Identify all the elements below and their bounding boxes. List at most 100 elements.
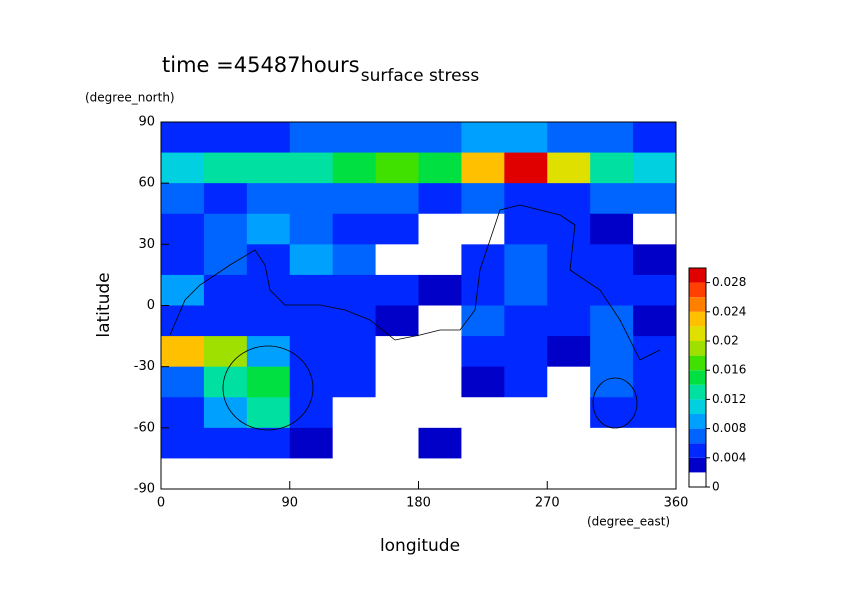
cell — [375, 336, 419, 368]
cell — [590, 244, 634, 276]
cell — [246, 397, 291, 429]
cell — [633, 305, 677, 337]
colorbar-tick-label: 0 — [712, 480, 720, 494]
cell — [375, 183, 419, 215]
colorbar-tick-label: 0.024 — [712, 304, 746, 318]
chart-title: surface stress — [361, 66, 480, 86]
cell — [547, 397, 591, 429]
cell — [504, 305, 548, 337]
cell — [246, 274, 291, 306]
cell — [289, 183, 334, 215]
cell — [332, 274, 377, 306]
cell — [246, 183, 291, 215]
cell — [547, 122, 591, 154]
cell — [633, 183, 677, 215]
cell — [547, 183, 591, 215]
colorbar-band — [689, 311, 706, 327]
cell — [289, 397, 334, 429]
cell — [418, 427, 462, 459]
cell — [289, 213, 334, 245]
colorbar-band — [689, 282, 706, 298]
cell — [289, 427, 334, 459]
cell — [418, 213, 462, 245]
y-tick-label: 0 — [147, 298, 155, 313]
cell — [203, 305, 248, 337]
cell — [504, 397, 548, 429]
colorbar-band — [689, 297, 706, 312]
cell — [375, 122, 419, 154]
cell — [418, 458, 462, 490]
coastline — [222, 345, 314, 431]
cell — [461, 213, 505, 245]
cell — [203, 244, 248, 276]
cell — [203, 213, 248, 245]
cell — [633, 274, 677, 306]
cell — [203, 427, 248, 459]
cell — [203, 336, 248, 368]
cell — [461, 183, 505, 215]
cell — [547, 213, 591, 245]
cell — [590, 397, 634, 429]
cell — [246, 427, 291, 459]
cell — [633, 122, 677, 154]
cell — [547, 274, 591, 306]
cell — [289, 274, 334, 306]
cell — [418, 274, 462, 306]
cell — [590, 183, 634, 215]
cell — [332, 183, 377, 215]
colorbar-band — [689, 370, 706, 385]
cell — [375, 152, 419, 184]
cell — [590, 336, 634, 368]
cell — [332, 122, 377, 154]
colorbar-band — [689, 428, 706, 444]
x-unit: (degree_east) — [587, 515, 670, 529]
cell — [590, 213, 634, 245]
cell — [504, 152, 548, 184]
colorbar-tick-label: 0.004 — [712, 450, 746, 464]
cell — [547, 244, 591, 276]
cell — [461, 336, 505, 368]
cell — [203, 458, 248, 490]
colorbar-band — [689, 384, 706, 400]
cell — [590, 427, 634, 459]
cell — [633, 152, 677, 184]
cell — [418, 366, 462, 398]
cell — [332, 427, 377, 459]
cell — [547, 336, 591, 368]
colorbar-band — [689, 326, 706, 341]
cell — [504, 366, 548, 398]
x-tick-label: 270 — [535, 496, 560, 511]
cell — [332, 244, 377, 276]
cell — [461, 122, 505, 154]
coastline — [169, 204, 661, 361]
cell — [633, 336, 677, 368]
subtitle: time =45487hours — [162, 53, 360, 77]
colorbar-band — [689, 341, 706, 356]
x-axis-label: longitude — [380, 536, 460, 556]
cell — [332, 152, 377, 184]
cell — [504, 244, 548, 276]
cell — [418, 305, 462, 337]
cell — [590, 458, 634, 490]
colorbar-band — [689, 457, 706, 473]
y-unit: (degree_north) — [85, 91, 175, 105]
cell — [461, 305, 505, 337]
cell — [332, 458, 377, 490]
cell — [504, 336, 548, 368]
cell — [547, 152, 591, 184]
cell — [161, 244, 205, 276]
cell — [418, 183, 462, 215]
cell — [246, 336, 291, 368]
colorbar-tick-label: 0.012 — [712, 392, 746, 406]
cell — [633, 397, 677, 429]
cell — [161, 274, 205, 306]
cell — [289, 336, 334, 368]
cell — [161, 183, 205, 215]
cell — [246, 213, 291, 245]
cell — [375, 213, 419, 245]
colorbar-frame — [688, 267, 707, 488]
cell — [289, 305, 334, 337]
colorbar-band — [689, 268, 706, 283]
colorbar-band — [689, 414, 706, 429]
cell — [161, 305, 205, 337]
